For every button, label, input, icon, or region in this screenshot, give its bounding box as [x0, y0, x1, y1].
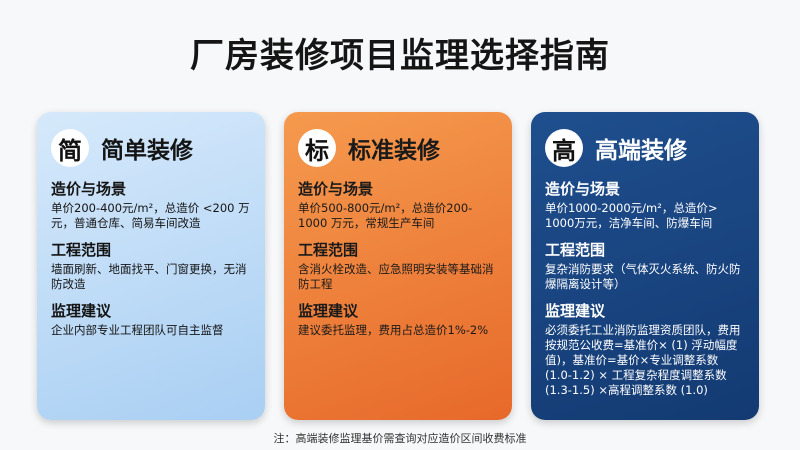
section-heading: 工程范围 — [545, 241, 606, 259]
footnote: 注：高端装修监理基价需查询对应造价区间收费标准 — [273, 432, 527, 445]
section-text: 墙面刷新、地面找平、门窗更换，无消防改造 — [51, 262, 247, 291]
section-text: 建议委托监理，费用占总造价1%-2% — [298, 323, 489, 337]
card: 标标准装修造价与场景单价500-800元/m²，总造价200-1000 万元，常… — [284, 112, 512, 420]
section-heading: 造价与场景 — [545, 180, 621, 198]
badge: 标 — [298, 129, 336, 167]
card-title: 简单装修 — [101, 138, 193, 164]
section-text: 复杂消防要求（气体灭火系统、防火防爆隔离设计等） — [545, 262, 741, 291]
section-text: 企业内部专业工程团队可自主监督 — [51, 323, 224, 337]
section-heading: 监理建议 — [545, 302, 606, 320]
card: 简简单装修造价与场景单价200-400元/m²，总造价 <200 万元，普通仓库… — [37, 112, 265, 420]
card-title: 高端装修 — [595, 138, 687, 164]
section-heading: 监理建议 — [51, 302, 112, 320]
section-heading: 工程范围 — [51, 241, 112, 259]
section-text: 单价1000-2000元/m²，总造价> 1000万元，洁净车间、防爆车间 — [545, 201, 718, 230]
section-heading: 造价与场景 — [298, 180, 374, 198]
section-text: 单价500-800元/m²，总造价200-1000 万元，常规生产车间 — [298, 201, 473, 230]
section-text: 单价200-400元/m²，总造价 <200 万元，普通仓库、简易车间改造 — [51, 201, 250, 230]
section-text: 必须委托工业消防监理资质团队，费用按规范公收费=基准价× (1) 浮动幅度值)，… — [545, 323, 741, 397]
card-header: 简简单装修 — [51, 126, 251, 170]
page-title: 厂房装修项目监理选择指南 — [190, 36, 610, 76]
section-heading: 监理建议 — [298, 302, 359, 320]
section-text: 含消火栓改造、应急照明安装等基础消防工程 — [298, 262, 494, 291]
card-header: 高高端装修 — [545, 126, 745, 170]
badge: 简 — [51, 129, 89, 167]
card-header: 标标准装修 — [298, 126, 498, 170]
badge: 高 — [545, 129, 583, 167]
card: 高高端装修造价与场景单价1000-2000元/m²，总造价> 1000万元，洁净… — [531, 112, 759, 420]
section-heading: 工程范围 — [298, 241, 359, 259]
card-title: 标准装修 — [348, 138, 440, 164]
section-heading: 造价与场景 — [51, 180, 127, 198]
